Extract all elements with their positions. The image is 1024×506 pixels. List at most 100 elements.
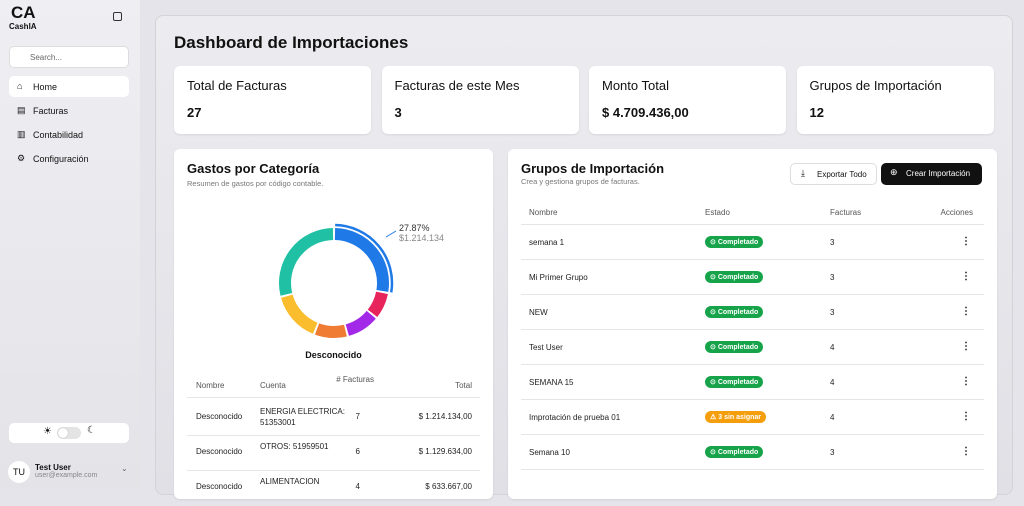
- create-button[interactable]: ⊕ Crear Importación: [881, 163, 982, 185]
- divider: [521, 364, 984, 365]
- divider: [521, 259, 984, 260]
- table-cell: NEW: [529, 308, 548, 317]
- stat-value: 3: [394, 105, 402, 120]
- sidebar: CA CashIA Search... ⌂ Home ▤ Facturas ▥ Conta…: [0, 0, 140, 488]
- table-cell: 6: [355, 447, 360, 456]
- divider: [521, 469, 984, 470]
- table-header: Facturas: [830, 208, 862, 217]
- table-cell: Semana 10: [529, 448, 570, 457]
- nav-item[interactable]: ▥ Contabilidad: [17, 129, 84, 140]
- grupos-panel: Grupos de Importación Crea y gestiona gr…: [508, 149, 997, 499]
- table-cell: semana 1: [529, 238, 565, 247]
- status-badge: ⊙ Completado: [705, 236, 764, 248]
- panel-title: Gastos por Categoría: [187, 161, 320, 176]
- table-cell: 3: [830, 238, 835, 247]
- donut-segment: [314, 323, 347, 338]
- table-header: Nombre: [196, 381, 225, 390]
- table-header: Nombre: [529, 208, 558, 217]
- table-cell: SEMANA 15: [529, 378, 574, 387]
- table-cell: 4: [830, 343, 835, 352]
- divider: [521, 434, 984, 435]
- divider: [187, 470, 480, 471]
- panel-subtitle: Resumen de gastos por código contable.: [187, 179, 324, 188]
- stat-value: 12: [809, 105, 824, 120]
- stat-value: 27: [187, 105, 202, 120]
- table-cell: 4: [355, 482, 360, 491]
- nav-item[interactable]: ▤ Facturas: [17, 105, 69, 116]
- button-label: Exportar Todo: [817, 170, 867, 179]
- donut-chart: 27.87%$1.214.134: [279, 223, 444, 338]
- badge-label: Completado: [717, 449, 759, 456]
- table-cell: $ 1.214.134,00: [418, 412, 472, 421]
- row-actions[interactable]: ⋮: [961, 411, 971, 422]
- highlight-arc: [335, 223, 394, 293]
- divider: [521, 329, 984, 330]
- table-header: Acciones: [940, 208, 973, 217]
- status-badge: ⊙ Completado: [705, 446, 764, 458]
- panel-subtitle: Crea y gestiona grupos de facturas.: [521, 177, 640, 186]
- collapse-button[interactable]: [113, 12, 122, 21]
- status-badge: ⚠ 3 sin asignar: [705, 411, 767, 423]
- stat-card: Total de Facturas 27: [174, 66, 371, 134]
- stat-card: Facturas de este Mes 3: [381, 66, 579, 134]
- badge-label: Completado: [717, 239, 759, 246]
- row-actions[interactable]: ⋮: [961, 376, 971, 387]
- stat-label: Grupos de Importación: [809, 78, 942, 93]
- annotation: $1.214.134: [399, 233, 444, 243]
- page: CA CashIA Search... ⌂ Home ▤ Facturas ▥ Conta…: [0, 0, 1013, 499]
- badge-label: 3 sin asignar: [718, 414, 762, 421]
- chart-legend: Desconocido: [305, 350, 362, 360]
- panel-title: Grupos de Importación: [521, 161, 665, 176]
- table-cell: 3: [830, 273, 835, 282]
- donut-segment: [279, 228, 334, 296]
- status-badge: ⊙ Completado: [705, 376, 764, 388]
- nav-item[interactable]: ⌂ Home: [9, 76, 129, 97]
- table-cell: $ 633.667,00: [425, 482, 472, 491]
- search-input[interactable]: Search...: [9, 46, 129, 68]
- gastos-panel: Gastos por Categoría Resumen de gastos p…: [174, 149, 493, 506]
- table-cell: 3: [830, 308, 835, 317]
- table-cell: 4: [830, 413, 835, 422]
- user-email: user@example.com: [35, 472, 98, 479]
- status-badge: ⊙ Completado: [705, 341, 764, 353]
- theme-toggle[interactable]: ☀ ☾: [9, 423, 129, 443]
- nav-item[interactable]: ⚙ Configuración: [17, 153, 89, 164]
- avatar: TU: [8, 461, 30, 483]
- stat-value: $ 4.709.436,00: [602, 105, 689, 120]
- status-badge: ⊙ Completado: [705, 306, 764, 318]
- row-actions[interactable]: ⋮: [961, 306, 971, 317]
- table-cell: OTROS: 51959501: [260, 442, 329, 451]
- row-actions[interactable]: ⋮: [961, 271, 971, 282]
- button-label: Crear Importación: [906, 169, 971, 178]
- stat-label: Facturas de este Mes: [394, 78, 520, 93]
- table-cell: 3: [830, 448, 835, 457]
- table-header: Total: [455, 381, 472, 390]
- donut-segment: [334, 228, 389, 292]
- status-badge: ⊙ Completado: [705, 271, 764, 283]
- table-header: Estado: [705, 208, 730, 217]
- badge-label: Completado: [717, 379, 759, 386]
- table-cell: Mi Primer Grupo: [529, 273, 588, 282]
- stat-card: Monto Total $ 4.709.436,00: [589, 66, 786, 134]
- table-cell: Desconocido: [196, 447, 243, 456]
- badge-label: Completado: [717, 344, 759, 351]
- divider: [187, 435, 480, 436]
- table-cell: Desconocido: [196, 412, 243, 421]
- table-cell: Test User: [529, 343, 563, 352]
- row-actions[interactable]: ⋮: [961, 446, 971, 457]
- page-title: Dashboard de Importaciones: [174, 33, 409, 52]
- brand: CashIA: [9, 22, 37, 31]
- row-actions[interactable]: ⋮: [961, 236, 971, 247]
- table-cell: ENERGIA ELECTRICA: 51353001: [260, 407, 345, 427]
- export-button[interactable]: ⤓ Exportar Todo: [790, 163, 877, 185]
- table-header: Cuenta: [260, 381, 286, 390]
- donut-segment: [367, 291, 388, 317]
- divider: [521, 399, 984, 400]
- donut-segment: [345, 310, 376, 336]
- table-cell: 7: [355, 412, 360, 421]
- divider: [187, 397, 480, 398]
- row-actions[interactable]: ⋮: [961, 341, 971, 352]
- table-cell: $ 1.129.634,00: [418, 447, 472, 456]
- badge-label: Completado: [717, 309, 759, 316]
- table-header: # Facturas: [336, 375, 374, 384]
